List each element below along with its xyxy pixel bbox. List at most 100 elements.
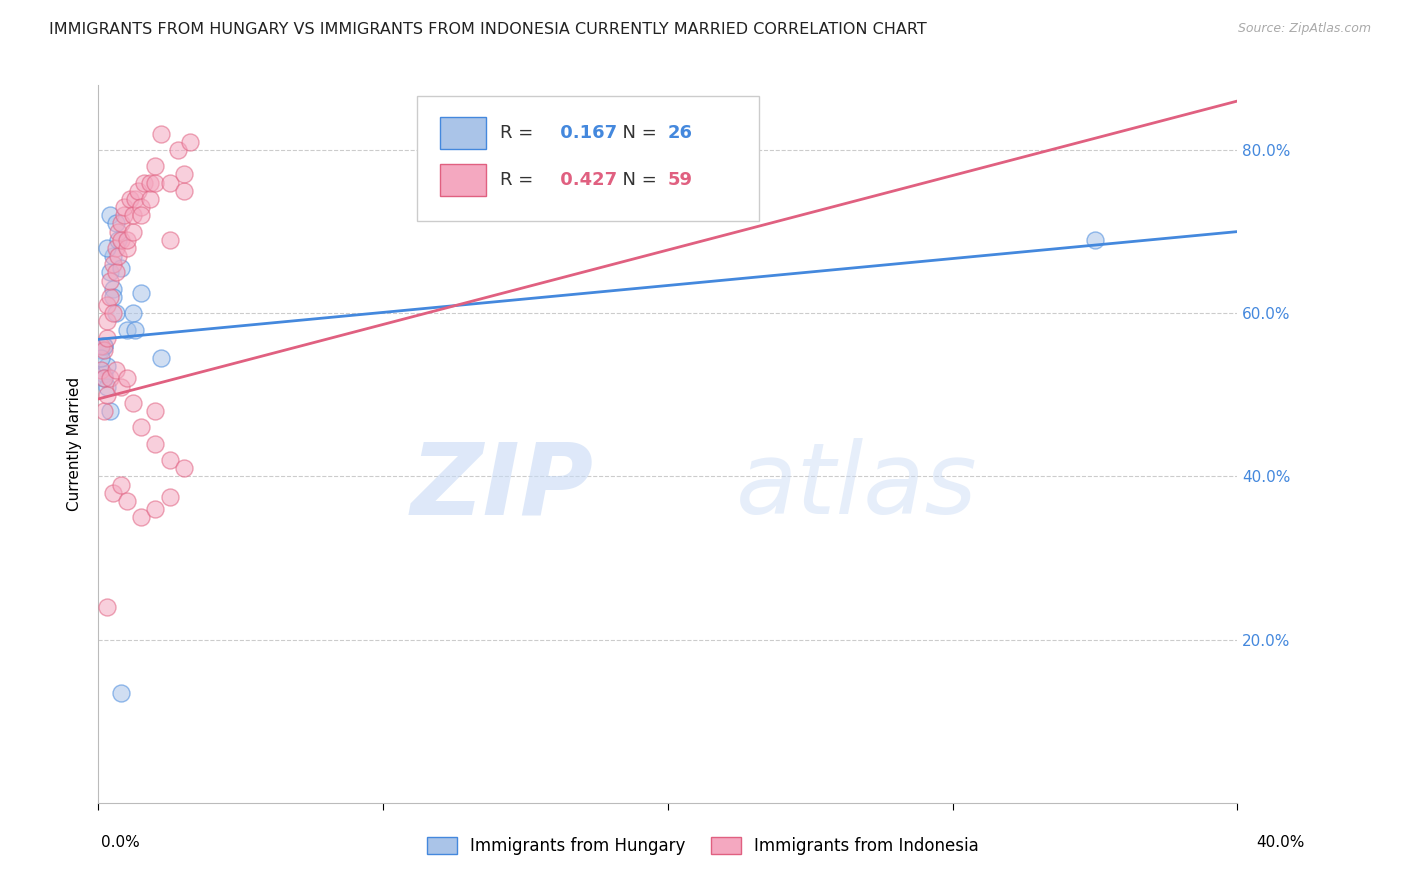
Point — [159, 176, 181, 190]
Point — [110, 261, 132, 276]
Text: ZIP: ZIP — [411, 438, 593, 535]
Point — [104, 241, 127, 255]
Point — [129, 200, 152, 214]
Point — [93, 339, 115, 353]
Point — [129, 420, 152, 434]
Point — [101, 257, 124, 271]
Text: IMMIGRANTS FROM HUNGARY VS IMMIGRANTS FROM INDONESIA CURRENTLY MARRIED CORRELATI: IMMIGRANTS FROM HUNGARY VS IMMIGRANTS FR… — [49, 22, 927, 37]
Point — [90, 363, 112, 377]
Point — [121, 225, 143, 239]
Text: 40.0%: 40.0% — [1257, 836, 1305, 850]
Text: 26: 26 — [668, 124, 693, 142]
Point — [110, 686, 132, 700]
Point — [90, 343, 112, 357]
Point — [96, 314, 118, 328]
Point — [173, 184, 195, 198]
Point — [121, 306, 143, 320]
Point — [107, 233, 129, 247]
Point — [1084, 233, 1107, 247]
Point — [124, 192, 146, 206]
Point — [121, 396, 143, 410]
Y-axis label: Currently Married: Currently Married — [67, 376, 83, 511]
Point — [101, 485, 124, 500]
Point — [159, 233, 181, 247]
Point — [145, 502, 167, 516]
Point — [173, 461, 195, 475]
Point — [104, 306, 127, 320]
Point — [138, 192, 160, 206]
Point — [145, 436, 167, 450]
Point — [132, 176, 155, 190]
Point — [98, 274, 121, 288]
FancyBboxPatch shape — [418, 95, 759, 221]
Point — [96, 599, 118, 614]
Point — [167, 143, 190, 157]
Point — [173, 168, 195, 182]
Text: 0.0%: 0.0% — [101, 836, 141, 850]
Text: R =: R = — [501, 124, 540, 142]
Point — [90, 339, 112, 353]
Point — [110, 477, 132, 491]
Point — [98, 371, 121, 385]
Point — [93, 371, 115, 385]
Point — [145, 404, 167, 418]
Point — [115, 494, 138, 508]
Point — [101, 249, 124, 263]
Point — [93, 339, 115, 353]
Point — [129, 510, 152, 524]
Text: N =: N = — [610, 171, 662, 189]
Point — [104, 217, 127, 231]
Point — [145, 176, 167, 190]
Point — [145, 159, 167, 173]
Point — [150, 127, 173, 141]
FancyBboxPatch shape — [440, 164, 485, 196]
Point — [118, 192, 141, 206]
Point — [112, 208, 135, 222]
Point — [159, 490, 181, 504]
Point — [107, 225, 129, 239]
Text: N =: N = — [610, 124, 662, 142]
Point — [93, 371, 115, 385]
Legend: Immigrants from Hungary, Immigrants from Indonesia: Immigrants from Hungary, Immigrants from… — [420, 830, 986, 862]
Point — [110, 217, 132, 231]
Point — [115, 241, 138, 255]
Point — [93, 343, 115, 357]
Point — [107, 249, 129, 263]
Point — [104, 265, 127, 279]
Point — [101, 282, 124, 296]
Point — [101, 306, 124, 320]
Point — [115, 371, 138, 385]
Point — [115, 322, 138, 336]
Point — [159, 453, 181, 467]
Point — [101, 290, 124, 304]
Point — [110, 379, 132, 393]
Point — [110, 233, 132, 247]
Point — [96, 331, 118, 345]
Point — [93, 404, 115, 418]
Point — [93, 368, 115, 382]
Point — [115, 233, 138, 247]
Text: 59: 59 — [668, 171, 693, 189]
Point — [98, 208, 121, 222]
Point — [90, 351, 112, 365]
Point — [124, 322, 146, 336]
Point — [150, 351, 173, 365]
Point — [96, 388, 118, 402]
Point — [129, 285, 152, 300]
Point — [138, 176, 160, 190]
Text: Source: ZipAtlas.com: Source: ZipAtlas.com — [1237, 22, 1371, 36]
Text: 0.167: 0.167 — [554, 124, 617, 142]
Point — [96, 359, 118, 374]
Point — [96, 379, 118, 393]
Point — [179, 135, 201, 149]
Point — [104, 363, 127, 377]
FancyBboxPatch shape — [440, 117, 485, 149]
Point — [98, 265, 121, 279]
Text: 0.427: 0.427 — [554, 171, 617, 189]
Point — [129, 208, 152, 222]
Text: R =: R = — [501, 171, 540, 189]
Point — [127, 184, 149, 198]
Point — [98, 404, 121, 418]
Text: atlas: atlas — [737, 438, 977, 535]
Point — [96, 298, 118, 312]
